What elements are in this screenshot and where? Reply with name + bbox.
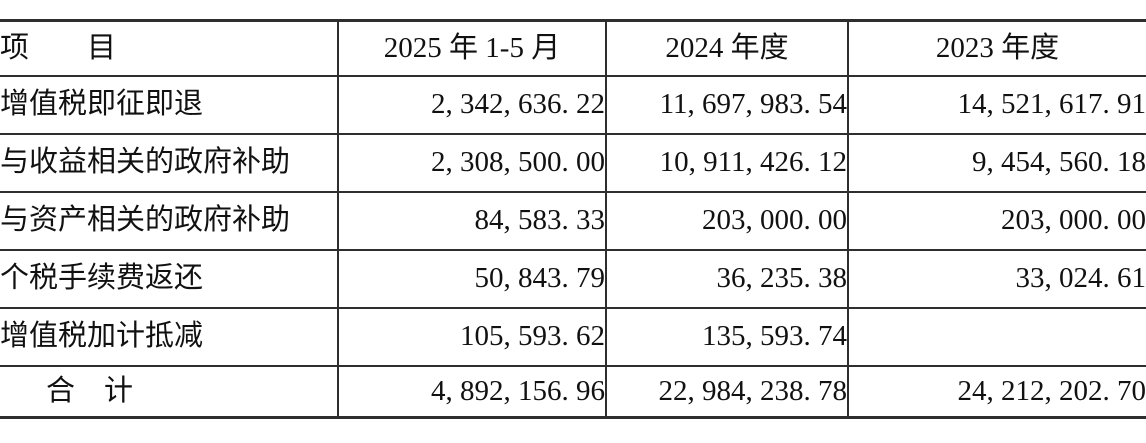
header-cell-2025: 2025 年 1-5 月 — [337, 20, 606, 76]
row-value-2023: 203, 000. 00 — [847, 190, 1146, 250]
total-label: 合 计 — [0, 364, 338, 418]
row-value-2024: 135, 593. 74 — [605, 306, 848, 366]
government-subsidy-table: 项 目 2025 年 1-5 月 2024 年度 2023 年度 增值税即征即退… — [0, 19, 1146, 419]
row-value-2024: 10, 911, 426. 12 — [605, 132, 848, 192]
table-body: 增值税即征即退 2, 342, 636. 22 11, 697, 983. 54… — [0, 74, 1146, 418]
table-row-income-related-subsidy: 与收益相关的政府补助 2, 308, 500. 00 10, 911, 426.… — [0, 132, 1146, 192]
row-value-2023: 9, 454, 560. 18 — [847, 132, 1146, 192]
row-value-2025: 2, 342, 636. 22 — [337, 74, 606, 134]
header-cell-2023: 2023 年度 — [847, 20, 1146, 76]
row-value-2025: 50, 843. 79 — [337, 248, 606, 308]
header-cell-2024: 2024 年度 — [605, 20, 848, 76]
row-item-label: 增值税即征即退 — [0, 74, 338, 134]
table-row-vat-additional-deduction: 增值税加计抵减 105, 593. 62 135, 593. 74 — [0, 306, 1146, 366]
header-cell-item: 项 目 — [0, 31, 117, 64]
row-item-label: 个税手续费返还 — [0, 248, 338, 308]
total-value-2023: 24, 212, 202. 70 — [847, 364, 1146, 418]
table-row-asset-related-subsidy: 与资产相关的政府补助 84, 583. 33 203, 000. 00 203,… — [0, 190, 1146, 250]
row-item-label: 与资产相关的政府补助 — [0, 190, 338, 250]
row-value-2024: 11, 697, 983. 54 — [605, 74, 848, 134]
table-header: 项 目 2025 年 1-5 月 2024 年度 2023 年度 — [0, 20, 1146, 76]
row-value-2023: 33, 024. 61 — [847, 248, 1146, 308]
row-value-2023: 14, 521, 617. 91 — [847, 74, 1146, 134]
row-value-2025: 105, 593. 62 — [337, 306, 606, 366]
row-value-2023 — [847, 306, 1146, 366]
table-row-total: 合 计 4, 892, 156. 96 22, 984, 238. 78 24,… — [0, 364, 1146, 418]
row-value-2024: 36, 235. 38 — [605, 248, 848, 308]
row-value-2024: 203, 000. 00 — [605, 190, 848, 250]
table-row-vat-refund: 增值税即征即退 2, 342, 636. 22 11, 697, 983. 54… — [0, 74, 1146, 134]
table-row-tax-handling-fee-return: 个税手续费返还 50, 843. 79 36, 235. 38 33, 024.… — [0, 248, 1146, 308]
header-row: 项 目 2025 年 1-5 月 2024 年度 2023 年度 — [0, 20, 1146, 76]
row-item-label: 增值税加计抵减 — [0, 306, 338, 366]
total-value-2025: 4, 892, 156. 96 — [337, 364, 606, 418]
row-value-2025: 2, 308, 500. 00 — [337, 132, 606, 192]
total-value-2024: 22, 984, 238. 78 — [605, 364, 848, 418]
row-value-2025: 84, 583. 33 — [337, 190, 606, 250]
row-item-label: 与收益相关的政府补助 — [0, 132, 338, 192]
